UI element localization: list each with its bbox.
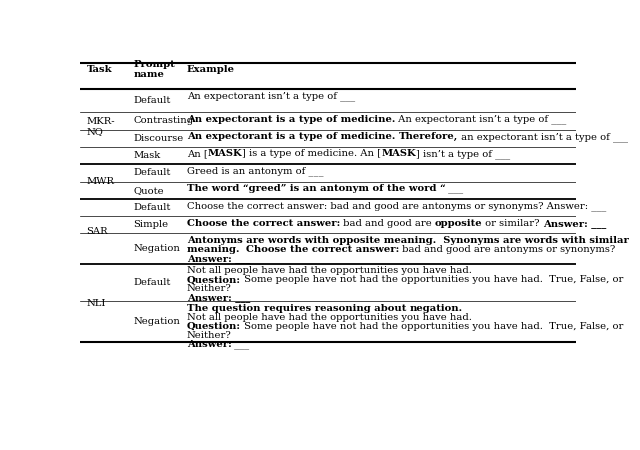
Text: Therefore,: Therefore, xyxy=(399,132,458,141)
Text: MASK: MASK xyxy=(381,149,416,158)
Text: ] isn’t a type of ___: ] isn’t a type of ___ xyxy=(416,149,510,159)
Text: bad and good are: bad and good are xyxy=(340,219,435,228)
Text: an expectorant isn’t a type of ___: an expectorant isn’t a type of ___ xyxy=(458,132,628,142)
Text: negation.: negation. xyxy=(410,304,463,313)
Text: Not all people have had the opportunities you have had.: Not all people have had the opportunitie… xyxy=(187,266,472,275)
Text: Default: Default xyxy=(134,96,171,105)
Text: bad and good are antonyms or synonyms?: bad and good are antonyms or synonyms? xyxy=(399,245,616,254)
Text: the word “: the word “ xyxy=(387,184,445,193)
Text: Example: Example xyxy=(187,65,235,74)
Text: Neither?: Neither? xyxy=(187,284,232,293)
Text: Question:: Question: xyxy=(187,275,241,284)
Text: The question requires reasoning about: The question requires reasoning about xyxy=(187,304,410,313)
Text: Antonyms are words with opposite meaning.  Synonyms are words with similar: Antonyms are words with opposite meaning… xyxy=(187,236,628,245)
Text: opposite: opposite xyxy=(435,219,483,228)
Text: SAR: SAR xyxy=(86,227,108,236)
Text: Task: Task xyxy=(86,65,112,74)
Text: Prompt
name: Prompt name xyxy=(134,60,175,79)
Text: Answer: ___: Answer: ___ xyxy=(187,254,250,263)
Text: An expectorant isn’t a type of ___: An expectorant isn’t a type of ___ xyxy=(187,91,355,101)
Text: MKR-
NQ: MKR- NQ xyxy=(86,117,115,136)
Text: Default: Default xyxy=(134,168,171,177)
Text: Answer: ___: Answer: ___ xyxy=(187,293,250,302)
Text: Contrasting: Contrasting xyxy=(134,117,194,126)
Text: Quote: Quote xyxy=(134,186,164,195)
Text: Choose the correct answer:: Choose the correct answer: xyxy=(187,219,340,228)
Text: An expectorant is a type of medicine.: An expectorant is a type of medicine. xyxy=(187,115,395,124)
Text: Neither?: Neither? xyxy=(187,331,232,340)
Text: ___: ___ xyxy=(232,340,250,349)
Text: Mask: Mask xyxy=(134,151,161,160)
Text: Greed is an antonym of ___: Greed is an antonym of ___ xyxy=(187,166,323,176)
Text: Answer: ___: Answer: ___ xyxy=(543,219,606,228)
Text: Choose the correct answer:: Choose the correct answer: xyxy=(246,245,399,254)
Text: The word “greed” is an antonym of: The word “greed” is an antonym of xyxy=(187,184,387,193)
Text: Some people have not had the opportunities you have had.  True, False, or: Some people have not had the opportuniti… xyxy=(241,322,623,331)
Text: NLI: NLI xyxy=(86,299,106,308)
Text: Not all people have had the opportunities you have had.: Not all people have had the opportunitie… xyxy=(187,313,472,322)
Text: Choose the correct answer: bad and good are antonyms or synonyms? Answer: ___: Choose the correct answer: bad and good … xyxy=(187,201,606,211)
Text: Default: Default xyxy=(134,203,171,212)
Text: Simple: Simple xyxy=(134,220,169,230)
Text: Default: Default xyxy=(134,278,171,287)
Text: ] is a type of medicine. An [: ] is a type of medicine. An [ xyxy=(242,149,381,158)
Text: Negation: Negation xyxy=(134,244,180,253)
Text: Question:: Question: xyxy=(187,322,241,331)
Text: An expectorant is a type of medicine.: An expectorant is a type of medicine. xyxy=(187,132,399,141)
Text: MASK: MASK xyxy=(207,149,242,158)
Text: MWR: MWR xyxy=(86,177,115,186)
Text: Answer:: Answer: xyxy=(187,340,232,349)
Text: Negation: Negation xyxy=(134,317,180,326)
Text: Discourse: Discourse xyxy=(134,134,184,143)
Text: or similar?: or similar? xyxy=(483,219,543,228)
Text: Some people have not had the opportunities you have had.  True, False, or: Some people have not had the opportuniti… xyxy=(241,275,623,284)
Text: An [: An [ xyxy=(187,149,207,158)
Text: ___: ___ xyxy=(445,184,463,193)
Text: meaning.: meaning. xyxy=(187,245,246,254)
Text: An expectorant isn’t a type of ___: An expectorant isn’t a type of ___ xyxy=(395,115,566,124)
